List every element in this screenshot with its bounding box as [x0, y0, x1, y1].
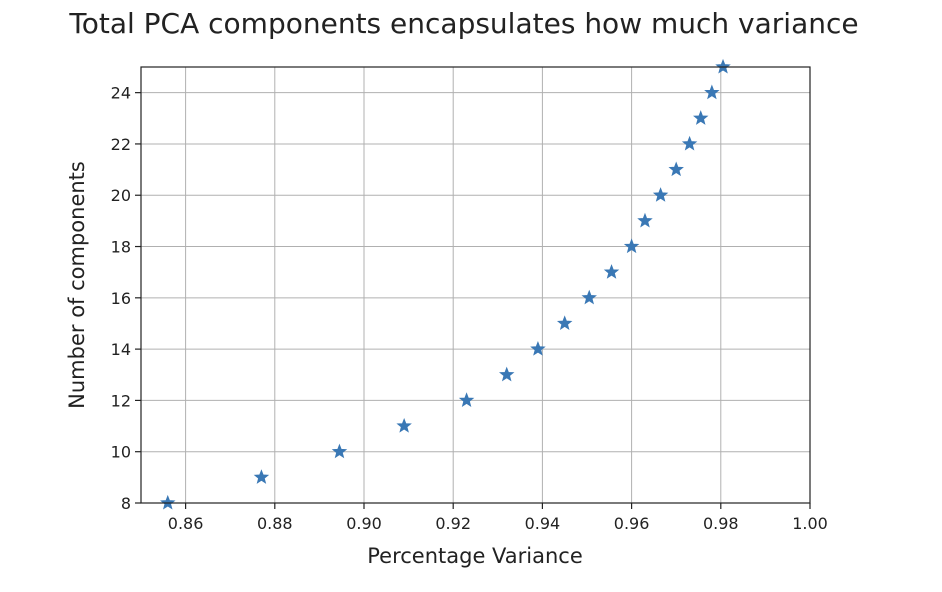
data-points — [160, 58, 731, 510]
y-axis-ticks: 8 10 12 14 16 18 20 22 24 — [111, 84, 141, 513]
y-tick-label: 24 — [111, 84, 131, 103]
y-tick-label: 12 — [111, 391, 131, 410]
x-tick-label: 0.88 — [257, 514, 293, 533]
data-point-star — [396, 417, 412, 433]
data-point-star — [160, 494, 176, 510]
x-tick-label: 0.94 — [525, 514, 561, 533]
x-axis-ticks: 0.86 0.88 0.90 0.92 0.94 0.96 0.98 1.00 — [168, 503, 828, 533]
grid — [141, 67, 811, 504]
x-tick-label: 0.86 — [168, 514, 204, 533]
x-tick-label: 0.96 — [614, 514, 650, 533]
data-point-star — [693, 110, 709, 125]
y-tick-label: 22 — [111, 135, 131, 154]
x-tick-label: 1.00 — [792, 514, 828, 533]
data-point-star — [253, 469, 270, 484]
data-point-star — [704, 84, 720, 100]
data-point-star — [603, 264, 620, 279]
x-tick-label: 0.90 — [346, 514, 382, 533]
x-tick-label: 0.92 — [435, 514, 471, 533]
y-tick-label: 16 — [111, 289, 131, 308]
data-point-star — [668, 161, 684, 177]
data-point-star — [331, 443, 348, 459]
data-point-star — [581, 289, 597, 305]
x-axis-label: Percentage Variance — [367, 544, 583, 568]
data-point-star — [715, 58, 731, 74]
data-point-star — [652, 187, 669, 202]
plot-frame — [140, 66, 811, 504]
y-tick-label: 20 — [111, 186, 131, 205]
chart-title: Total PCA components encapsulates how mu… — [68, 7, 858, 40]
data-point-star — [458, 392, 475, 407]
data-point-star — [499, 366, 515, 382]
x-tick-label: 0.98 — [703, 514, 739, 533]
y-tick-label: 18 — [111, 238, 131, 257]
data-point-star — [681, 135, 698, 151]
data-point-star — [637, 212, 653, 228]
data-point-star — [530, 341, 546, 356]
y-tick-label: 8 — [121, 494, 131, 513]
y-tick-label: 14 — [111, 340, 131, 359]
data-point-star — [556, 315, 573, 331]
y-axis-label: Number of components — [65, 161, 89, 409]
y-tick-label: 10 — [111, 443, 131, 462]
data-point-star — [623, 238, 640, 254]
